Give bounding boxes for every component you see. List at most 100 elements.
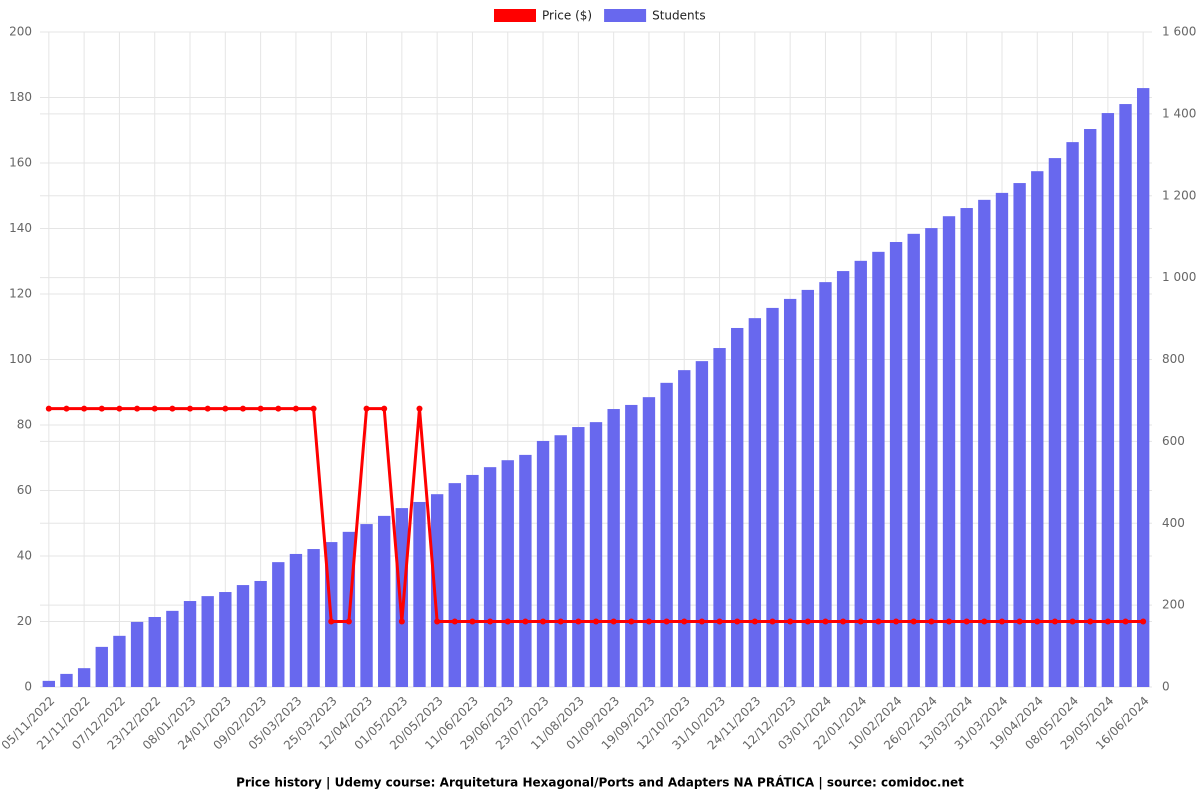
bar [995,192,1009,687]
price-point [134,405,141,412]
bar [430,494,444,687]
price-point [893,618,900,625]
price-point [928,618,935,625]
price-point [593,618,599,625]
price-point [910,618,917,625]
price-point [169,405,176,412]
bar [554,435,567,687]
price-point [1122,618,1129,625]
y2-tick-label: 400 [1162,516,1185,530]
y2-tick-label: 1 000 [1162,270,1196,284]
price-point [540,618,547,625]
price-point [416,405,423,412]
price-point [769,618,776,625]
bar [77,668,91,687]
bar [960,208,973,687]
bar [236,585,250,687]
bar [1066,142,1079,687]
y2-tick-label: 0 [1162,680,1170,694]
bar [113,635,126,687]
price-point [804,618,811,625]
bar [254,580,267,687]
y-tick-label: 120 [9,287,32,301]
bar [1013,183,1026,687]
price-point [275,405,282,412]
legend-swatch [494,9,536,22]
y-tick-label: 140 [9,221,32,235]
bars [42,88,1150,688]
bar [501,460,514,687]
y2-tick-label: 200 [1162,598,1185,612]
legend-swatch [604,9,647,22]
price-point [628,618,635,625]
price-point [328,618,335,625]
price-point [610,618,617,625]
price-point [716,618,723,625]
y2-tick-label: 1 600 [1162,25,1196,39]
price-point [310,405,317,412]
price-point [345,618,352,625]
price-point [575,618,582,625]
bar [183,601,197,687]
bar [395,508,409,687]
y2-tick-label: 1 200 [1162,188,1196,202]
y2-tick-label: 600 [1162,434,1185,448]
bar [731,327,744,687]
price-point [151,405,158,412]
price-point [963,618,970,625]
price-point [875,618,882,625]
price-point [1087,618,1094,625]
price-point [222,405,229,412]
price-point [840,618,847,625]
bar [625,404,638,687]
bar [1031,171,1044,687]
bar [1119,104,1132,688]
legend-item[interactable]: Students [604,9,706,23]
bar [307,549,320,687]
bar [42,680,56,687]
price-point [1140,618,1147,625]
bar [907,233,920,687]
bar [360,524,373,687]
bar [289,553,303,687]
price-point [857,618,864,625]
price-point [63,405,70,412]
bar [836,271,850,687]
bar [607,409,620,687]
price-point [487,618,494,625]
legend-label: Price ($) [542,9,592,23]
bar [678,370,691,687]
price-point [187,405,194,412]
legend-item[interactable]: Price ($) [494,9,592,23]
price-point [45,405,52,412]
bar [589,422,603,687]
price-point [381,405,388,412]
price-point [398,618,405,625]
price-point [98,405,105,412]
y-tick-label: 0 [24,680,32,694]
price-point [557,618,564,625]
bar [519,454,532,687]
y-tick-label: 40 [17,549,32,563]
price-point [522,618,529,625]
price-point [946,618,953,625]
legend: Price ($) Students [494,9,706,23]
bar [1136,88,1150,688]
bar [766,307,779,687]
y2-tick-label: 1 400 [1162,106,1196,120]
bar [148,616,161,687]
price-point [1051,618,1058,625]
bar [201,596,214,687]
bar [1101,113,1115,687]
price-point [734,618,741,625]
bar [854,260,867,687]
price-point [751,618,758,625]
bar [1084,129,1097,688]
bar [642,397,656,687]
price-point [292,405,299,412]
price-point [434,618,441,625]
price-point [1104,618,1111,625]
y2-tick-label: 800 [1162,352,1185,366]
bar [783,298,797,687]
lines [45,405,1147,625]
